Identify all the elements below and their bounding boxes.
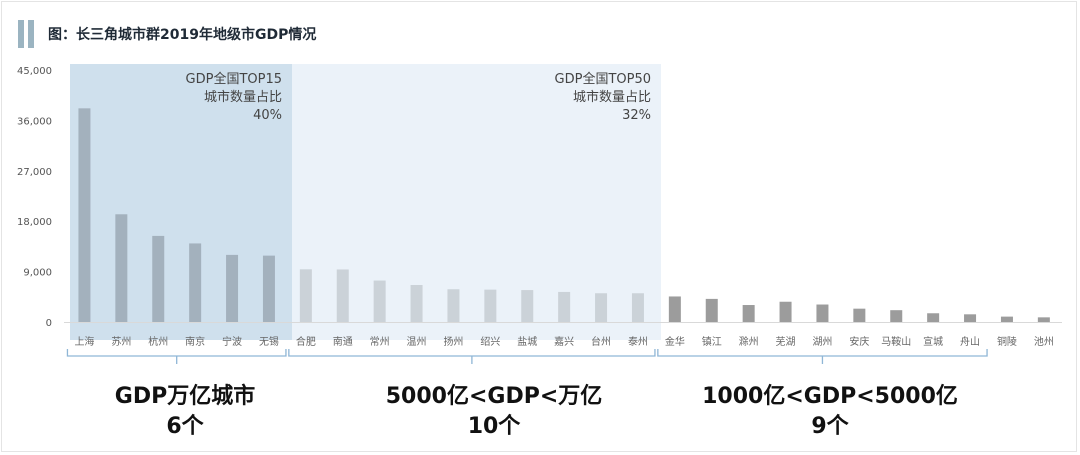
x-category-label: 无锡: [259, 335, 279, 348]
bar: [1000, 316, 1013, 322]
y-tick-label: 9,000: [23, 268, 52, 279]
bar: [558, 291, 571, 322]
bar: [779, 301, 792, 322]
x-category-label: 安庆: [849, 335, 869, 348]
bar: [410, 285, 423, 322]
group-label: 1000亿<GDP<5000亿: [702, 384, 958, 409]
zone-annotation-text: 40%: [253, 108, 282, 123]
bar: [299, 269, 312, 322]
title-marker-icon: [18, 20, 24, 48]
x-category-label: 合肥: [296, 335, 316, 348]
x-category-label: 苏州: [111, 335, 131, 348]
group-label: GDP万亿城市: [115, 383, 255, 409]
bar: [78, 108, 91, 322]
bar: [521, 290, 534, 322]
bar: [115, 214, 128, 322]
y-tick-label: 27,000: [17, 167, 52, 178]
group-count: 9个: [811, 414, 849, 439]
x-category-label: 池州: [1034, 335, 1054, 348]
zone-annotation-text: GDP全国TOP50: [555, 71, 651, 87]
bar: [816, 304, 829, 322]
group-count: 6个: [166, 414, 204, 439]
x-category-label: 温州: [407, 336, 427, 348]
x-category-label: 常州: [370, 335, 390, 348]
x-category-label: 泰州: [628, 335, 648, 348]
chart-title: 图：长三角城市群2019年地级市GDP情况: [48, 27, 317, 43]
bar: [927, 313, 940, 322]
group-bracket: [66, 349, 287, 364]
x-category-label: 嘉兴: [554, 335, 574, 348]
x-category-label: 湖州: [812, 336, 832, 348]
x-category-label: 上海: [74, 335, 94, 348]
zone-annotation-text: 城市数量占比: [573, 89, 651, 105]
x-category-label: 铜陵: [997, 336, 1017, 348]
bar: [373, 280, 386, 322]
zone-annotation-text: GDP全国TOP15: [186, 71, 282, 87]
bar: [853, 308, 866, 322]
y-tick-label: 45,000: [17, 66, 52, 77]
x-category-label: 杭州: [148, 335, 168, 348]
bar: [336, 269, 349, 322]
title-marker-icon: [28, 20, 34, 48]
x-category-label: 盐城: [517, 335, 537, 348]
group-bracket: [288, 349, 656, 364]
zone-annotation-text: 32%: [622, 108, 651, 123]
bar: [447, 289, 460, 322]
x-category-label: 扬州: [443, 335, 463, 348]
zone-annotation-text: 城市数量占比: [204, 89, 282, 105]
x-category-label: 台州: [591, 335, 611, 348]
bar: [1037, 317, 1050, 322]
bar: [189, 243, 202, 322]
y-tick-label: 18,000: [17, 217, 52, 228]
x-category-label: 芜湖: [776, 335, 796, 348]
bar: [226, 254, 239, 322]
bar: [742, 305, 755, 322]
bar: [262, 255, 275, 322]
bar: [668, 296, 681, 322]
y-tick-label: 0: [46, 318, 52, 329]
x-category-label: 舟山: [960, 335, 980, 348]
group-count: 10个: [468, 414, 522, 439]
bar: [890, 310, 903, 322]
x-category-label: 马鞍山: [881, 335, 911, 348]
x-category-label: 镇江: [702, 335, 722, 348]
bar: [705, 298, 718, 322]
bar: [152, 235, 165, 322]
x-category-label: 滁州: [739, 335, 759, 348]
x-category-label: 宣城: [923, 335, 943, 348]
x-category-label: 绍兴: [480, 335, 500, 348]
x-category-label: 南京: [185, 335, 205, 348]
x-category-label: 南通: [333, 335, 353, 348]
y-tick-label: 36,000: [17, 116, 52, 127]
bar: [964, 314, 977, 322]
zone-top15-background: [70, 64, 292, 340]
bar: [484, 289, 497, 322]
x-category-label: 宁波: [222, 335, 242, 348]
x-category-label: 金华: [665, 335, 685, 348]
bar: [631, 293, 644, 322]
bar: [595, 293, 608, 322]
group-label: 5000亿<GDP<万亿: [386, 384, 603, 409]
group-bracket: [657, 349, 988, 364]
